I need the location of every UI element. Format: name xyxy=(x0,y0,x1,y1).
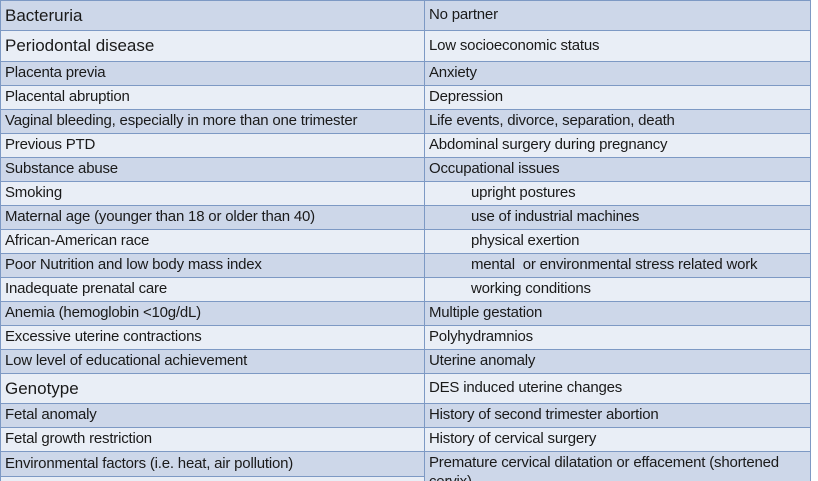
table-row: Inadequate prenatal care working conditio… xyxy=(0,277,811,302)
risk-factor-cell-left: Substance abuse xyxy=(0,157,425,182)
risk-factor-cell-right: History of second trimester abortion xyxy=(424,403,811,428)
risk-factor-cell-left: Previous PTD xyxy=(0,133,425,158)
risk-factor-cell-left: Placental abruption xyxy=(0,85,425,110)
table-row: Genotype DES induced uterine changes xyxy=(0,373,811,404)
risk-factor-cell-right: Multiple gestation xyxy=(424,301,811,326)
table-row: Placental abruption Depression xyxy=(0,85,811,110)
risk-factor-cell-left: Vaginal bleeding, especially in more tha… xyxy=(0,109,425,134)
risk-factor-cell-right: Low socioeconomic status xyxy=(424,30,811,62)
risk-factor-cell-right: physical exertion xyxy=(424,229,811,254)
table-row: Previous PTD Abdominal surgery during pre… xyxy=(0,133,811,158)
risk-factor-cell-right: Polyhydramnios xyxy=(424,325,811,350)
risk-factor-cell-right: mental or environmental stress related w… xyxy=(424,253,811,278)
risk-factor-cell-left: Bacteruria xyxy=(0,0,425,31)
table-row: Environmental factors (i.e. heat, air po… xyxy=(0,451,811,481)
risk-factor-cell-left: African-American race xyxy=(0,229,425,254)
risk-factor-cell-right: use of industrial machines xyxy=(424,205,811,230)
risk-factor-cell-right: Occupational issues xyxy=(424,157,811,182)
risk-factor-cell-left: Periodontal disease xyxy=(0,30,425,62)
risk-factor-cell-left: Maternal age (younger than 18 or older t… xyxy=(0,205,425,230)
risk-factor-cell-right: DES induced uterine changes xyxy=(424,373,811,404)
risk-factor-cell-right: Abdominal surgery during pregnancy xyxy=(424,133,811,158)
table-row: Low level of educational achievement Uter… xyxy=(0,349,811,374)
risk-factor-cell-left: Low level of educational achievement xyxy=(0,349,425,374)
risk-factor-cell-right: Anxiety xyxy=(424,61,811,86)
table-row: Substance abuse Occupational issues xyxy=(0,157,811,182)
risk-factor-cell-right: Life events, divorce, separation, death xyxy=(424,109,811,134)
table-row: Fetal anomaly History of second trimester… xyxy=(0,403,811,428)
table-row: Poor Nutrition and low body mass index me… xyxy=(0,253,811,278)
risk-factor-cell-right: Depression xyxy=(424,85,811,110)
table-row: Anemia (hemoglobin <10g/dL) Multiple gest… xyxy=(0,301,811,326)
risk-factor-cell-left: Placenta previa xyxy=(0,61,425,86)
risk-factor-cell-right: upright postures xyxy=(424,181,811,206)
risk-factor-cell-left: Fetal anomaly xyxy=(0,403,425,428)
table-row: Fetal growth restriction History of cervi… xyxy=(0,427,811,452)
risk-factor-cell-left: Anemia (hemoglobin <10g/dL) xyxy=(0,301,425,326)
risk-factor-cell-right: working conditions xyxy=(424,277,811,302)
table-row: Maternal age (younger than 18 or older t… xyxy=(0,205,811,230)
risk-factor-cell-left: STI's xyxy=(0,476,425,481)
risk-factor-cell-left: Genotype xyxy=(0,373,425,404)
risk-factor-cell-right: History of cervical surgery xyxy=(424,427,811,452)
risk-factor-cell-left: Environmental factors (i.e. heat, air po… xyxy=(0,451,425,477)
risk-factor-cell-left: Fetal growth restriction xyxy=(0,427,425,452)
risk-factor-cell-left: Inadequate prenatal care xyxy=(0,277,425,302)
table-row: Periodontal disease Low socioeconomic sta… xyxy=(0,30,811,62)
risk-factor-cell-left: Poor Nutrition and low body mass index xyxy=(0,253,425,278)
table-row: Placenta previa Anxiety xyxy=(0,61,811,86)
risk-factor-cell-left: Smoking xyxy=(0,181,425,206)
risk-factor-cell-right: Premature cervical dilatation or effacem… xyxy=(424,451,811,481)
table-row: African-American race physical exertion xyxy=(0,229,811,254)
table-row: STI's xyxy=(0,476,811,481)
table-row: Excessive uterine contractions Polyhydram… xyxy=(0,325,811,350)
risk-factor-cell-right: No partner xyxy=(424,0,811,31)
risk-factor-cell-right: Uterine anomaly xyxy=(424,349,811,374)
table-row: Smoking upright postures xyxy=(0,181,811,206)
table-row: Vaginal bleeding, especially in more tha… xyxy=(0,109,811,134)
risk-factor-cell-left: Excessive uterine contractions xyxy=(0,325,425,350)
table-row: Bacteruria No partner xyxy=(0,0,811,31)
